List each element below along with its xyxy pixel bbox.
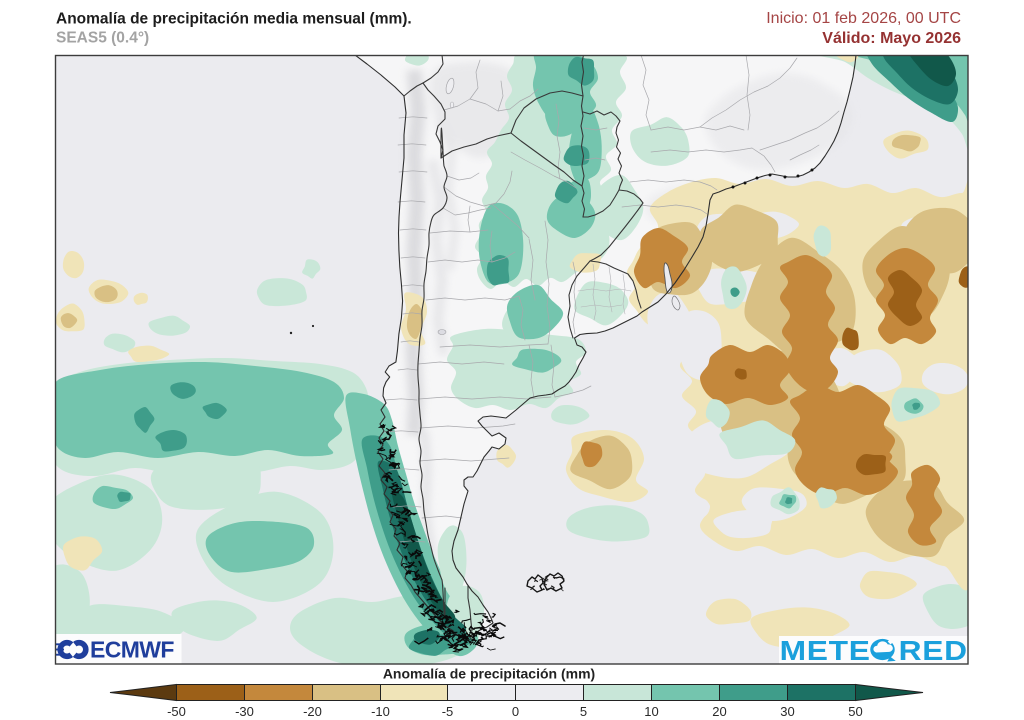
- svg-text:20: 20: [712, 704, 726, 719]
- svg-text:RED: RED: [899, 636, 968, 667]
- svg-text:Inicio: 01 feb 2026, 00 UTC: Inicio: 01 feb 2026, 00 UTC: [766, 10, 961, 27]
- svg-text:SEAS5 (0.4°): SEAS5 (0.4°): [56, 30, 149, 47]
- svg-text:-30: -30: [235, 704, 254, 719]
- svg-text:50: 50: [848, 704, 862, 719]
- svg-text:30: 30: [780, 704, 794, 719]
- svg-text:0: 0: [512, 704, 519, 719]
- svg-text:-50: -50: [167, 704, 186, 719]
- svg-text:Válido: Mayo 2026: Válido: Mayo 2026: [822, 30, 961, 47]
- svg-text:METE: METE: [780, 636, 871, 667]
- svg-text:-5: -5: [442, 704, 454, 719]
- svg-text:Anomalía de precipitación medi: Anomalía de precipitación media mensual …: [56, 11, 412, 28]
- svg-text:-10: -10: [371, 704, 390, 719]
- svg-text:-20: -20: [303, 704, 322, 719]
- svg-text:10: 10: [644, 704, 658, 719]
- svg-text:5: 5: [580, 704, 587, 719]
- svg-text:Anomalía de precipitación (mm): Anomalía de precipitación (mm): [383, 666, 595, 682]
- svg-text:ECMWF: ECMWF: [90, 637, 174, 663]
